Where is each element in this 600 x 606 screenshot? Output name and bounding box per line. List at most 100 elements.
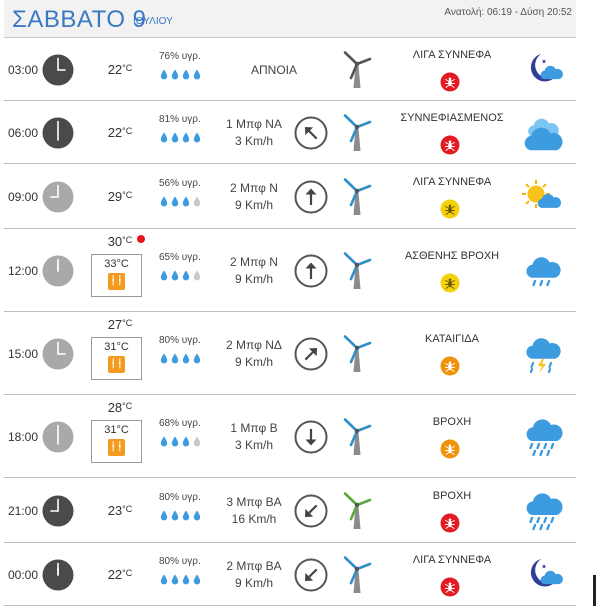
rain-icon — [520, 491, 564, 531]
wind-direction-icon — [294, 116, 328, 150]
humidity-drops-icon — [160, 351, 204, 363]
temperature: 22°C — [100, 62, 140, 77]
humidity: 81% υγρ. — [159, 113, 201, 125]
humidity-drops-icon — [160, 194, 204, 206]
wind-direction-icon — [294, 420, 328, 454]
rain-icon — [520, 417, 564, 457]
wind-kmh: 9 Km/h — [234, 197, 273, 212]
temperature-value: 23 — [107, 502, 123, 518]
weather-condition: ΒΡΟΧΗ — [432, 489, 472, 502]
forecast-row: 03:00 22°C 76% υγρ. ΑΠΝΟΙΑ ΛΙΓΑ ΣΥΝΝΕΦΑ — [4, 38, 576, 101]
weather-condition: ΒΡΟΧΗ — [432, 415, 472, 428]
thunderstorm-icon — [520, 334, 564, 374]
forecast-time: 21:00 — [8, 503, 39, 518]
weather-condition: ΛΙΓΑ ΣΥΝΝΕΦΑ — [412, 48, 492, 61]
mosquito-risk-icon — [440, 135, 460, 155]
forecast-time: 18:00 — [8, 429, 39, 444]
mosquito-risk-icon — [440, 199, 460, 219]
scrollbar-edge[interactable] — [593, 575, 596, 606]
forecast-row: 21:00 23°C 80% υγρ. 3 Μπφ ΒΑ 16 Km/h ΒΡΟΧΗ — [4, 478, 576, 543]
feels-like-value: 31°C — [104, 424, 129, 436]
forecast-list: 03:00 22°C 76% υγρ. ΑΠΝΟΙΑ ΛΙΓΑ ΣΥΝΝΕΦΑ 06… — [4, 38, 576, 606]
wind-turbine-icon — [342, 112, 372, 152]
sunrise-sunset: Ανατολή: 06:19 - Δύση 20:52 — [444, 7, 572, 18]
people-icon: ᚽᚽ — [108, 439, 125, 456]
wind-info: 2 Μπφ Ν 9 Km/h — [210, 180, 298, 214]
forecast-row: 18:00 28°C 31°C ᚽᚽ 68% υγρ. 1 Μπφ Β 3 Km/h ΒΡ… — [4, 395, 576, 478]
feels-like-box: 31°C ᚽᚽ — [91, 337, 142, 380]
temperature-value: 22 — [107, 124, 123, 140]
wind-direction-icon — [294, 180, 328, 214]
temperature: 22°C — [100, 125, 140, 140]
wind-info: 2 Μπφ Ν 9 Km/h — [210, 254, 298, 288]
humidity-drops-icon — [160, 434, 204, 446]
wind-info: 1 Μπφ ΝΑ 3 Km/h — [210, 116, 298, 150]
wind-beaufort: 2 Μπφ Ν — [230, 180, 278, 195]
feels-like-box: 31°C ᚽᚽ — [91, 420, 142, 463]
clock-icon — [42, 495, 74, 527]
temperature-unit: °C — [122, 567, 133, 578]
clock-icon — [42, 338, 74, 370]
wind-turbine-icon — [342, 416, 372, 456]
clouds-icon — [520, 113, 564, 153]
humidity: 80% υγρ. — [159, 555, 201, 567]
wind-turbine-icon — [342, 49, 372, 89]
weather-condition: ΚΑΤΑΙΓΙΔΑ — [425, 332, 479, 345]
mosquito-risk-icon — [440, 273, 460, 293]
mosquito-risk-icon — [440, 577, 460, 597]
humidity-drops-icon — [160, 268, 204, 280]
clock-icon — [42, 421, 74, 453]
wind-beaufort: 3 Μπφ ΒΑ — [226, 494, 282, 509]
temperature-unit: °C — [122, 125, 133, 136]
forecast-time: 12:00 — [8, 263, 39, 278]
people-icon: ᚽᚽ — [108, 356, 125, 373]
temperature-value: 22 — [107, 61, 123, 77]
feels-like-value: 31°C — [104, 341, 129, 353]
clock-icon — [42, 117, 74, 149]
temperature-value: 30 — [107, 234, 123, 249]
temperature-value: 27 — [107, 317, 123, 332]
forecast-time: 00:00 — [8, 567, 39, 582]
wind-turbine-icon — [342, 554, 372, 594]
wind-info: 3 Μπφ ΒΑ 16 Km/h — [210, 494, 298, 528]
day-header: ΣΑΒΒΑΤΟ 9 ΙΟΥΛΙΟΥ Ανατολή: 06:19 - Δύση … — [4, 0, 576, 38]
wind-beaufort: ΑΠΝΟΙΑ — [250, 62, 297, 77]
mosquito-risk-icon — [440, 72, 460, 92]
clock-icon — [42, 255, 74, 287]
humidity-drops-icon — [160, 130, 204, 142]
day-title: ΣΑΒΒΑΤΟ 9 — [12, 6, 147, 33]
temperature: 28°C — [100, 400, 140, 415]
forecast-time: 15:00 — [8, 346, 39, 361]
wind-info: 2 Μπφ ΒΑ 9 Km/h — [210, 558, 298, 592]
clock-icon — [42, 559, 74, 591]
wind-kmh: 9 Km/h — [234, 271, 273, 286]
wind-direction-icon — [294, 494, 328, 528]
weather-condition: ΣΥΝΝΕΦΙΑΣΜΕΝΟΣ — [400, 111, 504, 124]
wind-beaufort: 2 Μπφ ΝΔ — [226, 337, 282, 352]
light-rain-icon — [520, 251, 564, 291]
humidity: 65% υγρ. — [159, 251, 201, 263]
wind-kmh: 9 Km/h — [234, 575, 273, 590]
mosquito-risk-icon — [440, 439, 460, 459]
temperature-unit: °C — [122, 62, 133, 73]
wind-kmh: 16 Km/h — [231, 511, 277, 526]
wind-kmh: 3 Km/h — [234, 437, 273, 452]
wind-beaufort: 1 Μπφ ΝΑ — [226, 116, 282, 131]
weather-condition: ΛΙΓΑ ΣΥΝΝΕΦΑ — [412, 175, 492, 188]
temperature: 22°C — [100, 567, 140, 582]
temperature: 30°C — [100, 234, 140, 249]
day-month: ΙΟΥΛΙΟΥ — [133, 16, 173, 27]
forecast-row: 15:00 27°C 31°C ᚽᚽ 80% υγρ. 2 Μπφ ΝΔ 9 Km/h Κ… — [4, 312, 576, 395]
forecast-time: 06:00 — [8, 125, 39, 140]
forecast-row: 00:00 22°C 80% υγρ. 2 Μπφ ΒΑ 9 Km/h ΛΙΓΑ ΣΥ… — [4, 543, 576, 606]
clock-icon — [42, 54, 74, 86]
temperature-unit: °C — [122, 318, 133, 328]
weather-condition: ΛΙΓΑ ΣΥΝΝΕΦΑ — [412, 553, 492, 566]
temperature-value: 29 — [107, 188, 123, 204]
wind-beaufort: 2 Μπφ Ν — [230, 254, 278, 269]
temperature-unit: °C — [122, 189, 133, 200]
humidity: 80% υγρ. — [159, 491, 201, 503]
temperature-unit: °C — [122, 235, 133, 245]
humidity-drops-icon — [160, 508, 204, 520]
wind-direction-icon — [294, 254, 328, 288]
